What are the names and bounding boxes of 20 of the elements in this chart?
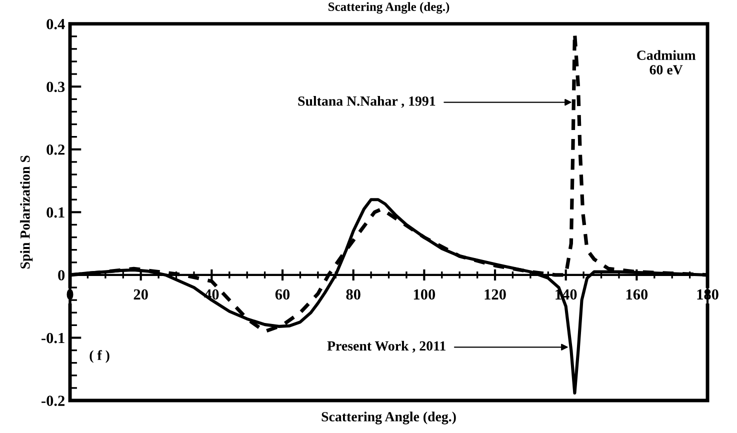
y-tick-label: 0.4	[46, 18, 65, 30]
x-tick-label: 120	[484, 289, 506, 300]
x-axis-title: Scattering Angle (deg.)	[322, 412, 456, 424]
x-tick-label: 100	[414, 289, 436, 300]
y-tick-label: 0.3	[46, 82, 65, 92]
annotation: Cadmium 60 eV	[637, 50, 696, 75]
y-tick-label: 0.1	[46, 207, 64, 218]
annotation: Present Work , 2011	[327, 340, 446, 353]
x-tick-label: 80	[346, 289, 360, 300]
x-tick-label: 160	[626, 289, 648, 300]
x-tick-label: 20	[134, 289, 148, 300]
y-tick-label: 0.2	[46, 144, 64, 155]
annotation: Sultana N.Nahar , 1991	[298, 96, 436, 108]
y-axis-title: Spin Polarization S	[20, 156, 33, 269]
y-tick-label: -0.2	[42, 396, 64, 406]
annotation: ( f )	[90, 350, 110, 363]
y-tick-label: 0	[58, 270, 65, 280]
x-tick-label: 60	[275, 289, 290, 300]
x2-axis-title: Scattering Angle (deg.)	[328, 2, 450, 14]
y-tick-label: -0.1	[42, 332, 64, 344]
